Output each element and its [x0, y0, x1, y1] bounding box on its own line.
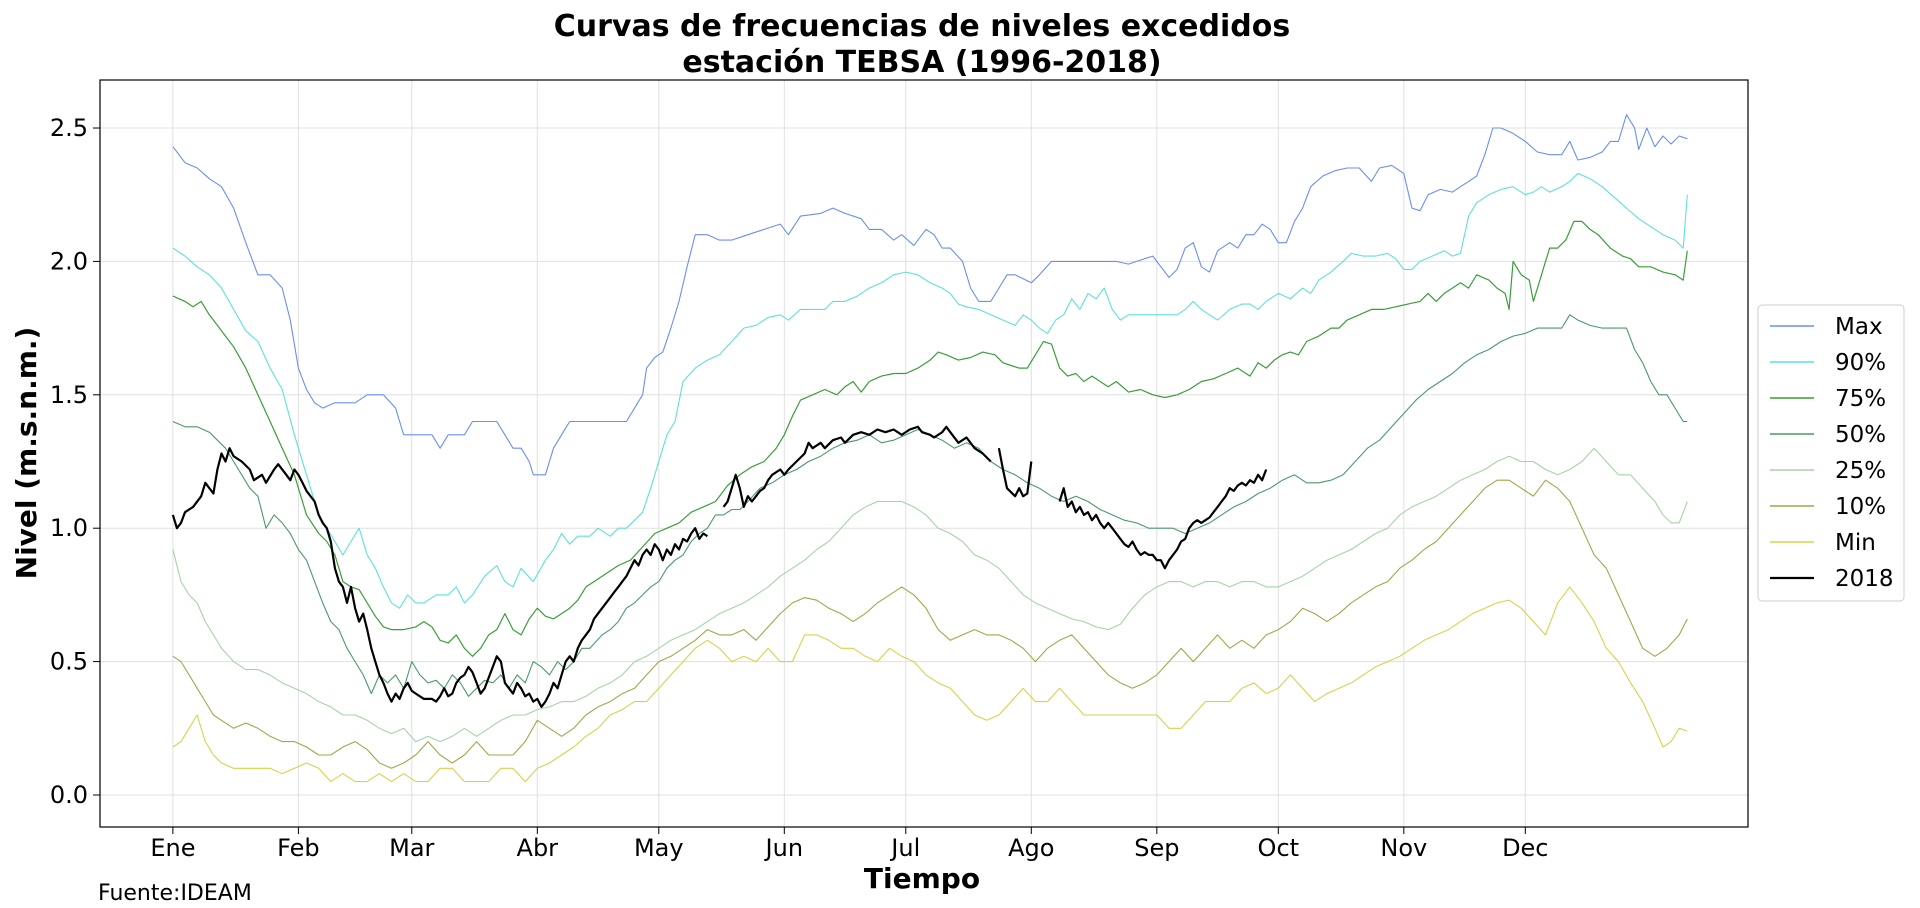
series-layer: [171, 114, 1688, 783]
series-line-25pct: [172, 447, 1688, 743]
x-tick-label: Oct: [1258, 834, 1300, 862]
legend: Max 90% 75% 50% 25% 10% Min 2018: [1757, 304, 1905, 602]
series-line-2018: [1058, 469, 1268, 570]
y-tick-label: 0.0: [50, 781, 88, 809]
y-tick-label: 0.5: [50, 648, 88, 676]
series-line-max: [172, 114, 1688, 476]
chart-title-line2: estación TEBSA (1996-2018): [682, 45, 1161, 80]
legend-label-75pct: 75%: [1835, 386, 1886, 412]
x-tick-label: Nov: [1380, 834, 1427, 862]
x-tick-label: Mar: [389, 834, 434, 862]
y-tick-label: 2.0: [50, 247, 88, 275]
legend-label-10pct: 10%: [1835, 494, 1886, 520]
x-tick-label: Jul: [889, 834, 920, 862]
grid-lines: [100, 80, 1748, 827]
source-note: Fuente:IDEAM: [98, 881, 252, 906]
x-tick-label: Feb: [277, 834, 320, 862]
series-line-2018: [722, 425, 992, 508]
x-tick-label: Jun: [764, 834, 804, 862]
legend-box: [1757, 304, 1905, 602]
series-line-10pct: [172, 479, 1688, 769]
y-axis-ticks: 0.0 0.5 1.0 1.5 2.0 2.5: [50, 114, 100, 809]
legend-label-min: Min: [1835, 530, 1876, 556]
x-tick-label: May: [634, 834, 684, 862]
x-axis-label: Tiempo: [864, 862, 980, 895]
legend-label-max: Max: [1835, 314, 1883, 340]
legend-label-50pct: 50%: [1835, 422, 1886, 448]
y-tick-label: 1.5: [50, 381, 88, 409]
legend-label-90pct: 90%: [1835, 350, 1886, 376]
chart-title-line1: Curvas de frecuencias de niveles excedid…: [554, 9, 1290, 44]
series-line-90pct: [172, 172, 1688, 609]
series-line-min: [172, 586, 1688, 783]
y-tick-label: 2.5: [50, 114, 88, 142]
x-axis-ticks: Ene Feb Mar Abr May Jun Jul Ago Sep Oct Nov Dec: [150, 827, 1549, 862]
y-tick-label: 1.0: [50, 514, 88, 542]
series-line-2018: [171, 447, 709, 708]
x-tick-label: Sep: [1134, 834, 1179, 862]
series-line-50pct: [172, 314, 1688, 697]
legend-label-2018: 2018: [1835, 566, 1894, 592]
x-tick-label: Abr: [517, 834, 559, 862]
x-tick-label: Ene: [150, 834, 195, 862]
x-tick-label: Ago: [1008, 834, 1054, 862]
legend-label-25pct: 25%: [1835, 458, 1886, 484]
y-axis-label: Nivel (m.s.n.m.): [10, 327, 43, 580]
series-line-2018: [997, 447, 1033, 498]
series-line-75pct: [172, 220, 1688, 657]
plot-area-frame: [99, 79, 1749, 828]
x-tick-label: Dec: [1502, 834, 1548, 862]
